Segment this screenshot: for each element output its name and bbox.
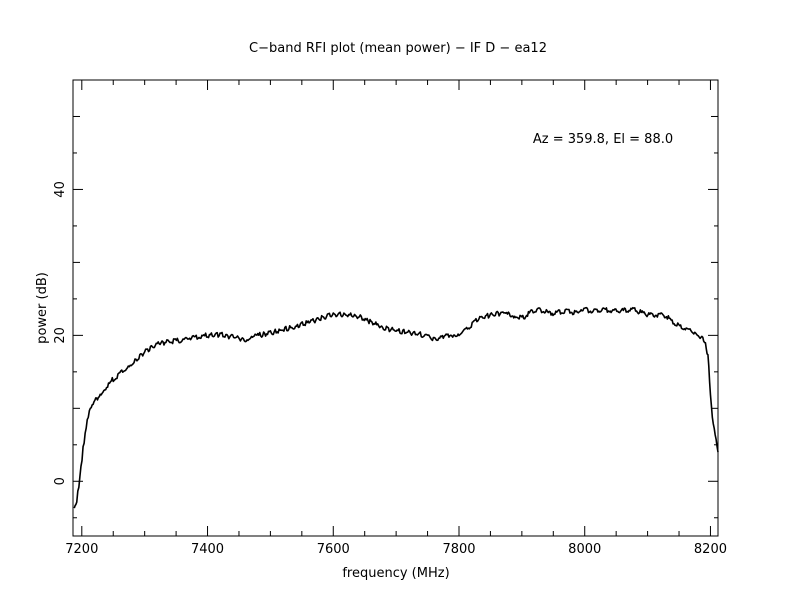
x-tick-label: 7400 (191, 542, 224, 557)
power-series-line (73, 306, 719, 509)
plot-frame (72, 79, 719, 537)
tick-labels: 7200 7400 7600 7800 8000 8200 0 20 40 (53, 181, 727, 557)
y-tick-label: 20 (53, 327, 68, 344)
y-tick-label: 40 (53, 181, 68, 198)
x-axis-label: frequency (MHz) (342, 566, 449, 581)
y-axis-label: power (dB) (35, 272, 50, 344)
pointing-annotation: Az = 359.8, El = 88.0 (533, 132, 673, 147)
x-tick-label: 8000 (568, 542, 601, 557)
y-tick-label: 0 (53, 477, 68, 485)
x-tick-label: 8200 (694, 542, 727, 557)
axis-ticks (73, 79, 718, 536)
x-tick-label: 7600 (317, 542, 350, 557)
chart-title: C−band RFI plot (mean power) − IF D − ea… (249, 41, 547, 56)
x-tick-label: 7800 (442, 542, 475, 557)
x-tick-label: 7200 (65, 542, 98, 557)
